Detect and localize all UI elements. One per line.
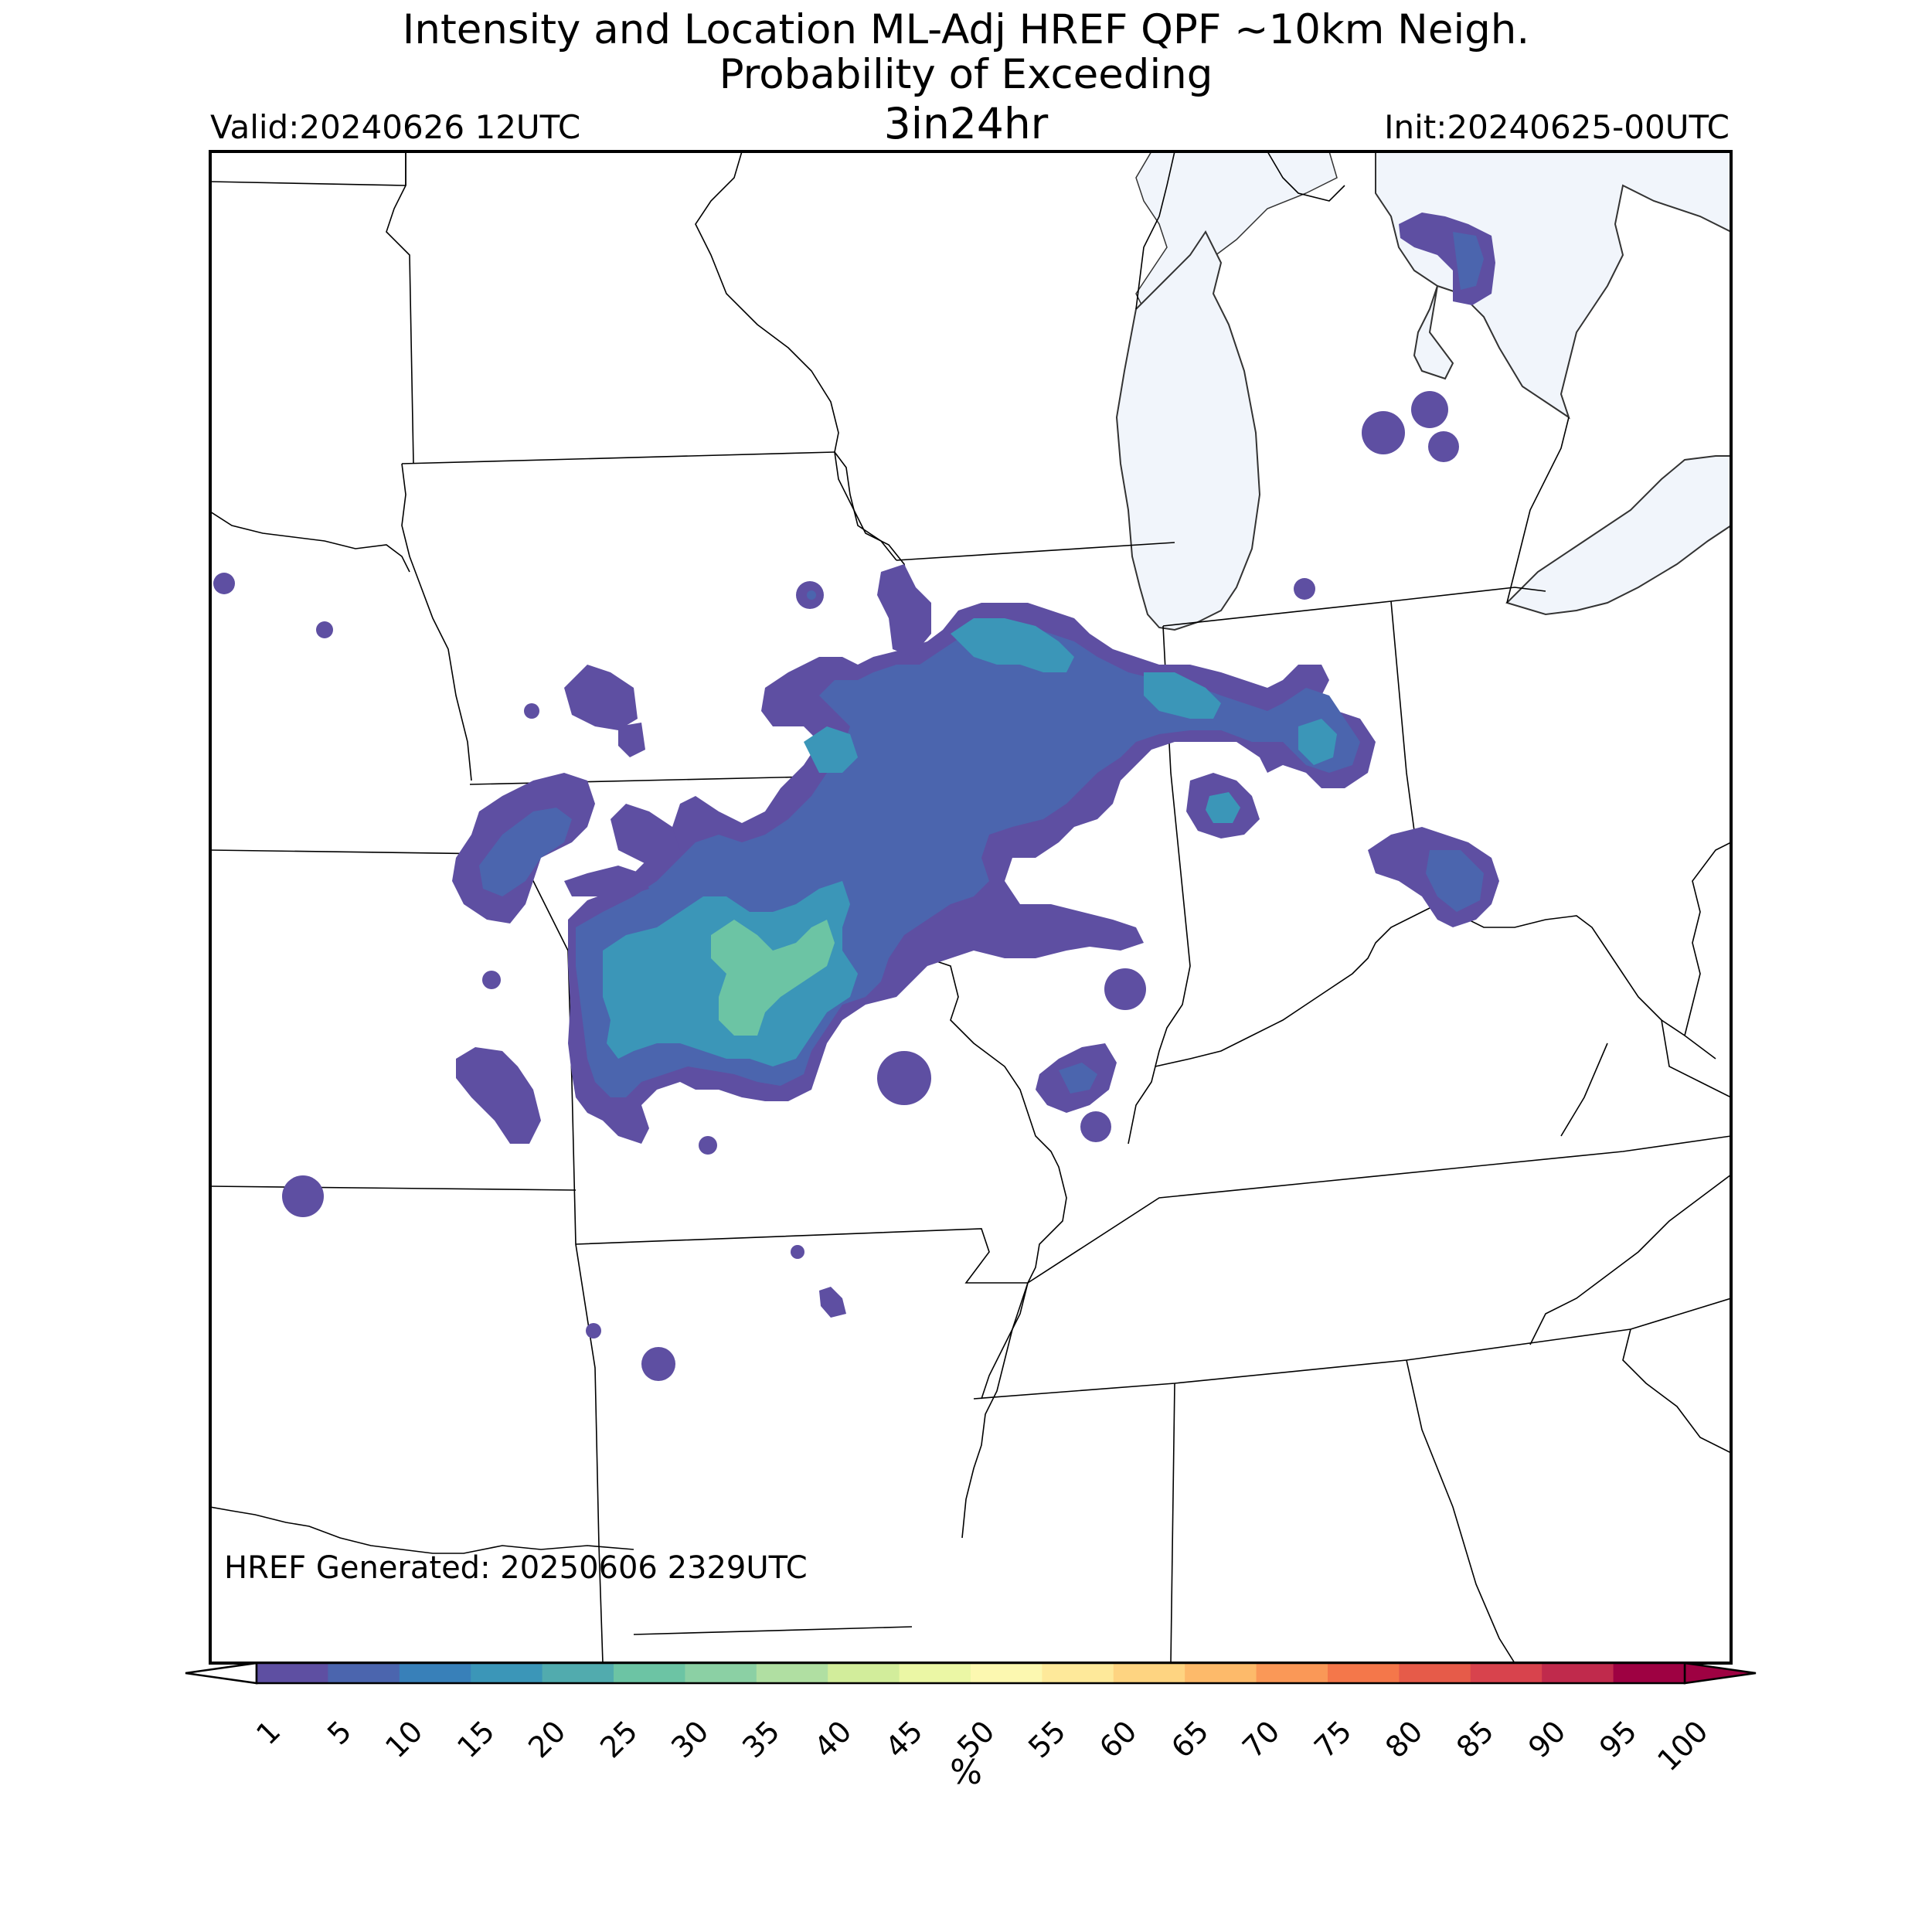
colorbar-segment [971, 1663, 1043, 1683]
lake-st-clair-erie [1505, 455, 1731, 616]
colorbar-segment [1542, 1663, 1614, 1683]
colorbar-segment [756, 1663, 828, 1683]
colorbar-segment [471, 1663, 543, 1683]
lake-huron [1375, 151, 1731, 420]
prob-blob-ks-2 [482, 971, 501, 989]
colorbar-segment [542, 1663, 614, 1683]
prob-blob-wi [877, 564, 931, 657]
colorbar-segment [399, 1663, 471, 1683]
colorbar-segment [1185, 1663, 1257, 1683]
prob-blob-indiana-inner [1206, 792, 1240, 823]
prob-blob-ar-3 [641, 1347, 675, 1381]
map-title-line-1: Intensity and Location ML-Adj HREF QPF ~… [402, 6, 1530, 53]
prob-blob-ar-1 [791, 1245, 804, 1259]
prob-15-20-band-2 [1144, 672, 1221, 719]
prob-blob-il-south-2 [1080, 1111, 1111, 1142]
prob-15-20-band-3 [804, 726, 858, 773]
prob-blob-sd-1 [213, 573, 235, 594]
prob-blob-ia-2 [564, 665, 638, 730]
map-area [210, 151, 1731, 1663]
prob-blob-ia-4 [524, 703, 539, 719]
colorbar-segment [328, 1663, 400, 1683]
prob-blob-ia-3 [618, 723, 645, 757]
colorbar-segment [257, 1663, 328, 1683]
colorbar-over-arrow [1683, 1662, 1757, 1685]
colorbar-segment [1613, 1663, 1685, 1683]
prob-15-20-band-4 [1298, 719, 1337, 765]
valid-time-label: Valid:20240626 12UTC [210, 108, 581, 146]
colorbar-segment [1399, 1663, 1471, 1683]
colorbar-unit-label: % [950, 1753, 982, 1792]
generated-timestamp: HREF Generated: 20250606 2329UTC [224, 1550, 808, 1586]
colorbar-segment [614, 1663, 685, 1683]
prob-blob-ks-3 [282, 1175, 324, 1217]
colorbar-segment [828, 1663, 900, 1683]
prob-blob-ne-north-inner [479, 808, 572, 896]
prob-blob-ks-1 [456, 1047, 541, 1144]
map-title-line-2: Probability of Exceeding [719, 51, 1213, 98]
prob-blob-il-south-3 [1104, 968, 1146, 1010]
prob-blob-ia-5 [807, 590, 816, 600]
prob-blob-michigan-north-inner [1453, 232, 1484, 290]
prob-blob-mo-1 [877, 1051, 931, 1105]
prob-blob-ok-1 [586, 1323, 601, 1338]
colorbar-segment [1328, 1663, 1400, 1683]
precip-probability [213, 213, 1499, 1381]
prob-blob-ne-1 [316, 621, 333, 638]
prob-blob-ia-band [564, 866, 649, 896]
prob-blob-ohio-inner [1426, 850, 1484, 912]
prob-blob-mi-2 [1411, 391, 1448, 428]
init-time-label: Init:20240625-00UTC [1384, 108, 1730, 146]
prob-blob-mi-3 [1428, 431, 1459, 462]
prob-15-20-band-1 [951, 618, 1074, 672]
prob-25-30-main [711, 920, 835, 1036]
prob-blob-mi-1 [1362, 411, 1405, 454]
colorbar-under-arrow [185, 1662, 258, 1685]
colorbar-segment [899, 1663, 971, 1683]
colorbar-segment [1256, 1663, 1328, 1683]
colorbar-segment [1470, 1663, 1543, 1683]
colorbar [185, 1662, 1757, 1685]
colorbar-segment [1042, 1663, 1114, 1683]
colorbar-outline [255, 1662, 1686, 1685]
prob-blob-ar-2 [819, 1287, 846, 1318]
prob-blob-iowa-west [611, 804, 680, 873]
colorbar-segment [1113, 1663, 1185, 1683]
prob-blob-mo-2 [699, 1136, 717, 1155]
prob-blob-il-south-inner [1059, 1063, 1097, 1094]
colorbar-segment [685, 1663, 757, 1683]
lake-michigan [1115, 230, 1261, 631]
map-title-line-3: 3in24hr [883, 99, 1049, 148]
prob-blob-mi-4 [1294, 578, 1315, 600]
